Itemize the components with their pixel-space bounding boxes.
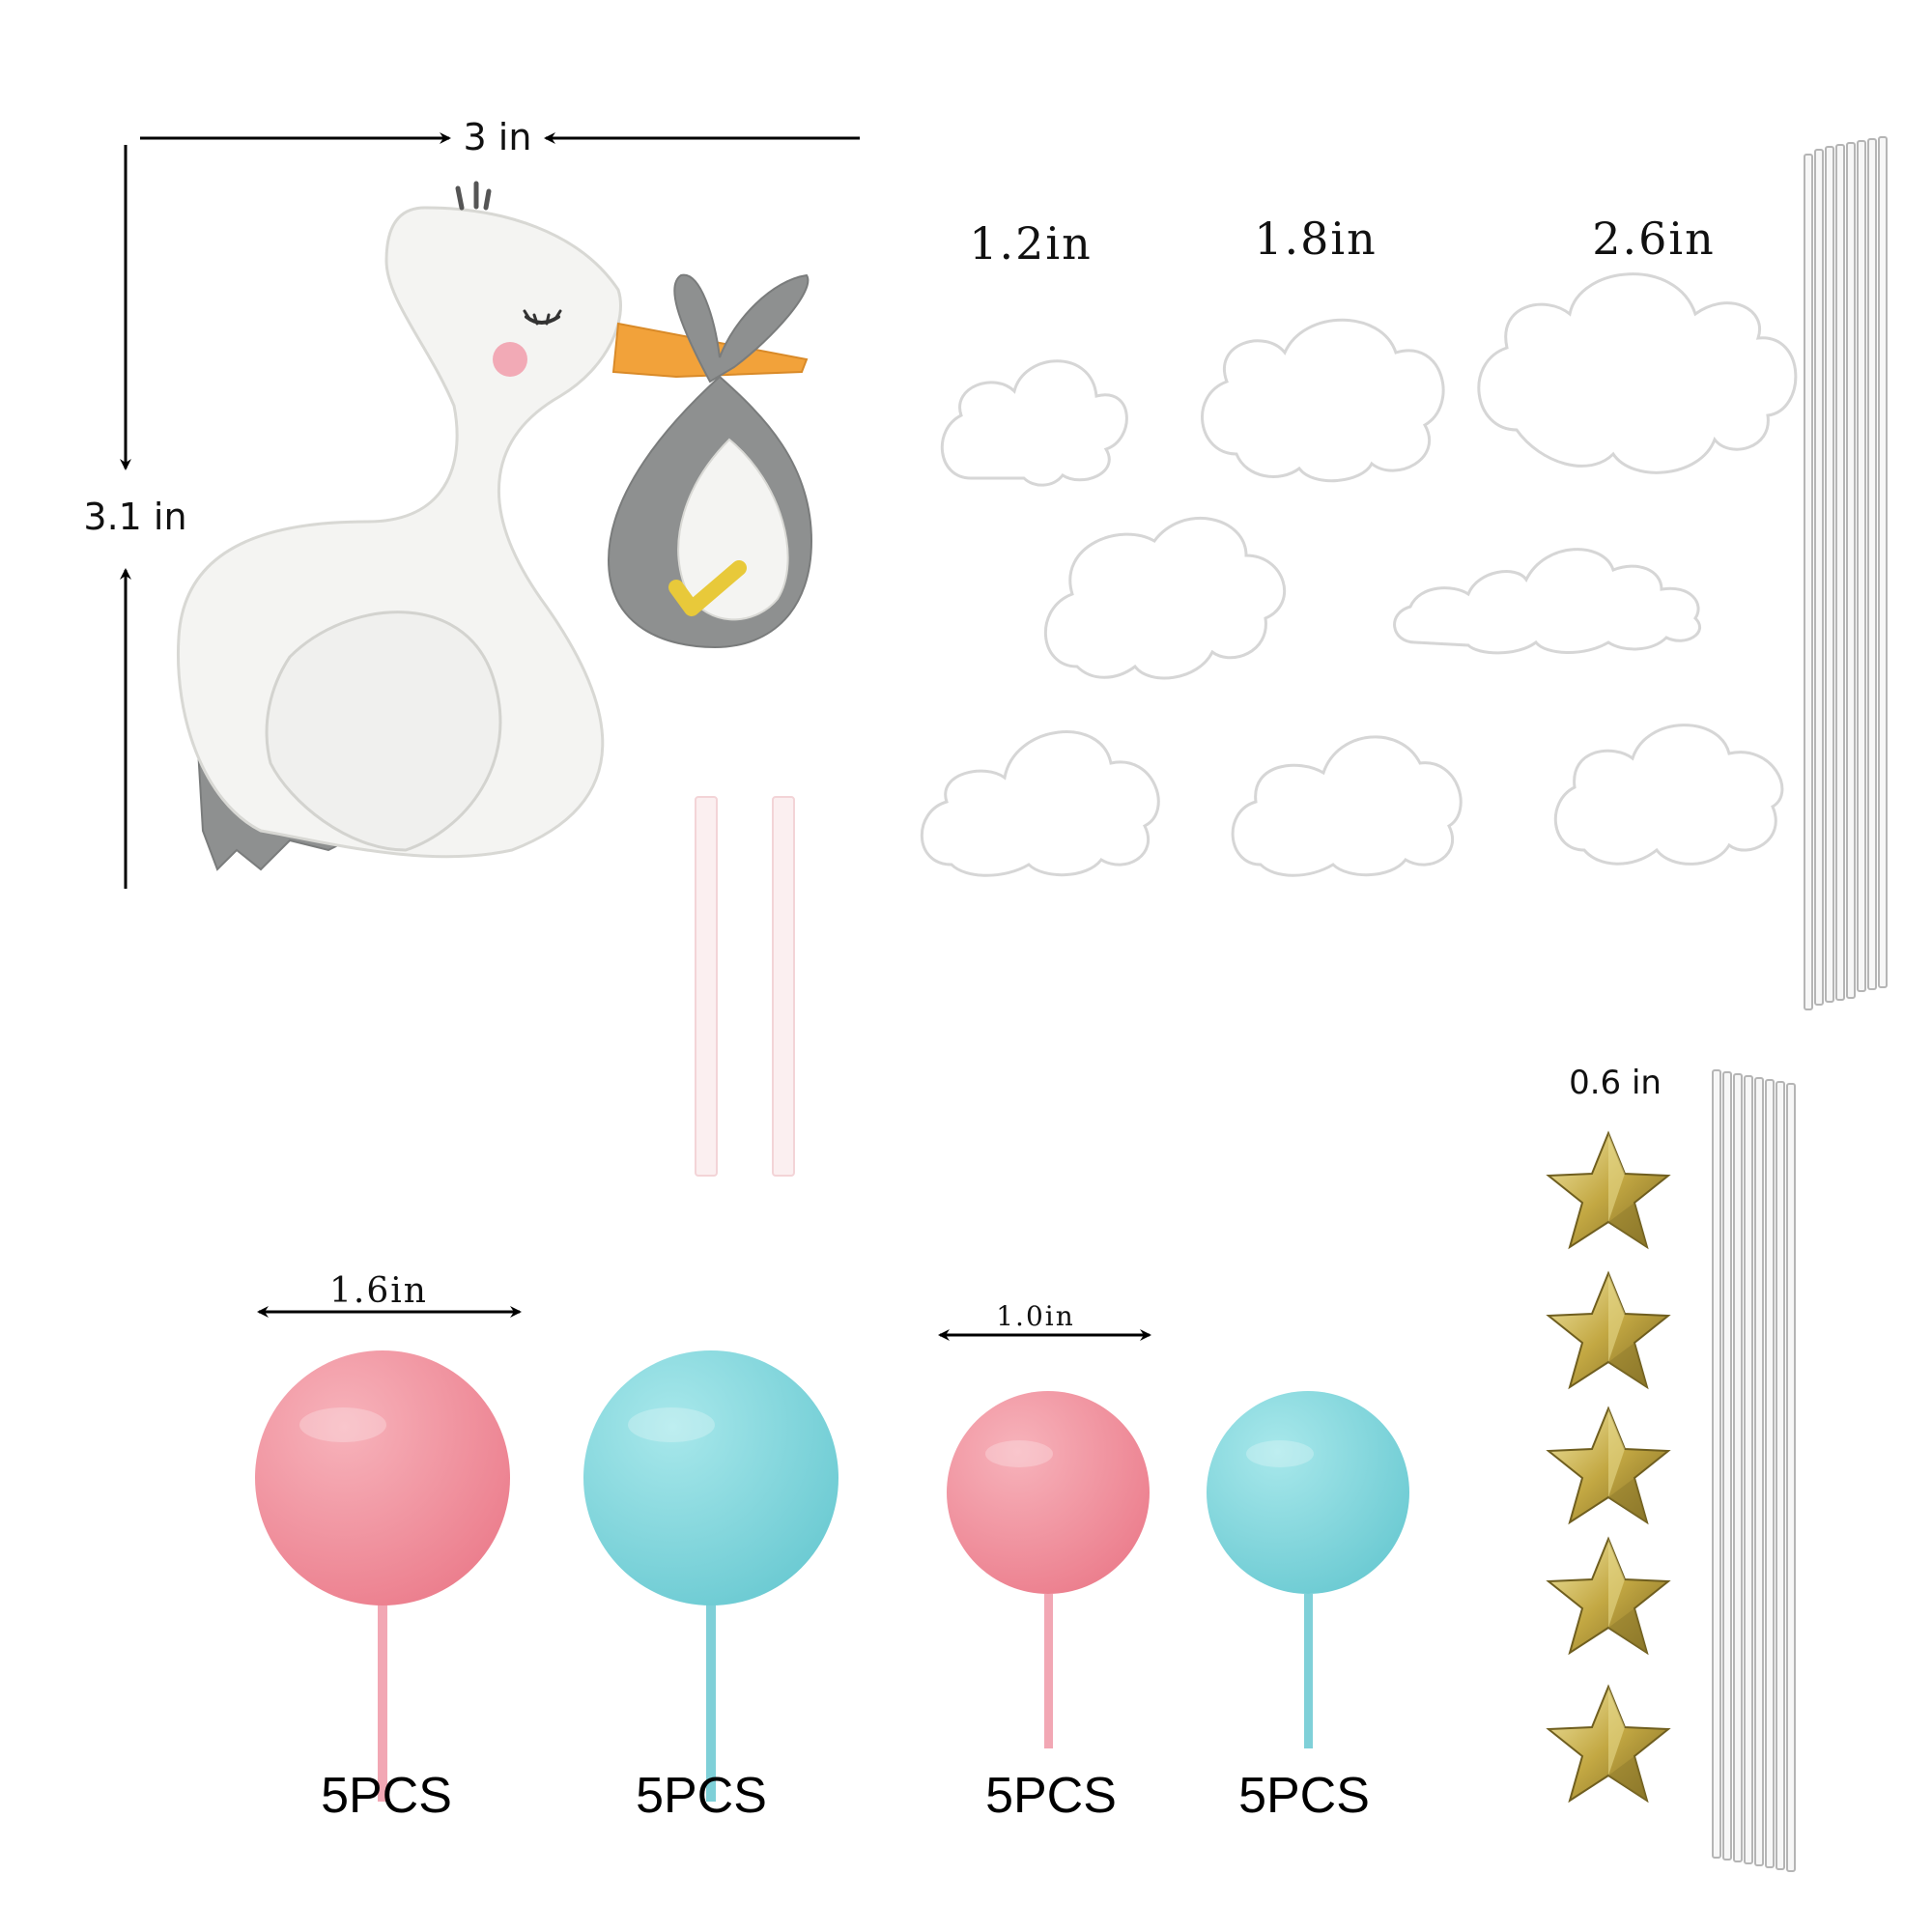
qty-pink-small: 5PCS (985, 1768, 1117, 1824)
small-ball-dimension: 1.0in (938, 1300, 1151, 1341)
cloud-medium-2 (1044, 517, 1287, 680)
qty-blue-large: 5PCS (636, 1768, 767, 1824)
cloud-bottom-3 (1553, 724, 1784, 866)
cloud-small-label: 1.2in (969, 217, 1093, 270)
pink-ball-large (255, 1350, 510, 1802)
cloud-medium-label: 1.8in (1254, 213, 1378, 265)
cloud-small (940, 359, 1128, 487)
heart-mark (668, 560, 747, 616)
long-sticks-bundle (1804, 136, 1888, 1010)
cloud-bottom-2 (1231, 735, 1463, 877)
stork-topper (176, 181, 813, 871)
stork-cheek (493, 342, 527, 377)
bundle-knot (673, 273, 810, 384)
pink-ball-small (947, 1391, 1150, 1748)
star-icon (1548, 1538, 1669, 1654)
stork-width-dimension: 3 in (140, 116, 860, 158)
cloud-long (1393, 548, 1702, 655)
cloud-toppers (920, 272, 1798, 877)
stork-height-label: 3.1 in (83, 496, 186, 538)
star-size-label: 0.6 in (1569, 1064, 1662, 1102)
stork-sticks (695, 796, 795, 1177)
cloud-large-1 (1477, 272, 1798, 474)
cloud-large-label: 2.6in (1592, 213, 1716, 265)
blue-ball-small (1207, 1391, 1409, 1748)
star-icon (1548, 1686, 1669, 1802)
qty-pink-large: 5PCS (321, 1768, 452, 1824)
short-sticks-bundle (1712, 1069, 1796, 1872)
star-icon (1548, 1272, 1669, 1388)
stork-height-dimension: 3.1 in (83, 145, 187, 889)
stork-width-label: 3 in (464, 116, 532, 158)
stork-tuft (455, 181, 492, 211)
large-ball-dimension: 1.6in (257, 1271, 522, 1318)
star-toppers (1548, 1132, 1669, 1802)
blue-ball-large (583, 1350, 838, 1802)
cloud-bottom-1 (920, 730, 1160, 877)
star-icon (1548, 1132, 1669, 1248)
star-icon (1548, 1407, 1669, 1523)
small-ball-label: 1.0in (996, 1300, 1075, 1332)
cloud-medium-1 (1201, 318, 1445, 483)
qty-blue-small: 5PCS (1238, 1768, 1370, 1824)
large-ball-label: 1.6in (329, 1271, 428, 1311)
stork-wing (265, 611, 502, 852)
